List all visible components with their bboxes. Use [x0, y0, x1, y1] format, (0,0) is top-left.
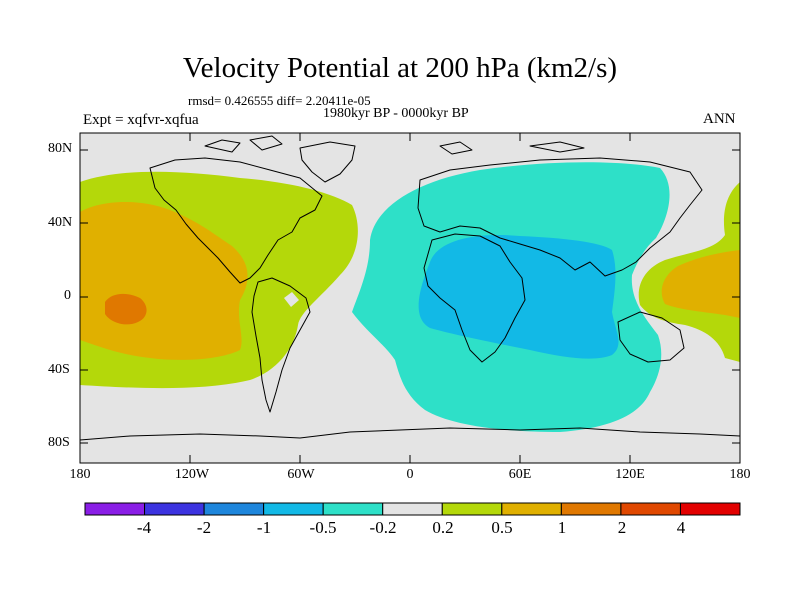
map-title: Velocity Potential at 200 hPa (km2/s) [182, 52, 618, 84]
lat-label-80s: 80S [48, 435, 70, 450]
lat-label-80n: 80N [48, 141, 73, 156]
lon-label-60e: 60E [508, 467, 532, 482]
colorbar-swatch [263, 502, 324, 516]
colorbar-label: -1 [256, 518, 272, 537]
australia-outline [617, 311, 685, 363]
map-field [80, 133, 740, 463]
pacific-peak-region [105, 293, 147, 325]
lat-label-0: 0 [64, 288, 71, 303]
arctic-islands-outline [204, 135, 585, 155]
atlantic-neutral-spot [284, 292, 299, 307]
colorbar-label: -0.2 [369, 518, 397, 537]
north-america-outline [149, 157, 323, 284]
lon-label-120w: 120W [174, 467, 210, 482]
colorbar-label: -0.5 [309, 518, 337, 537]
south-america-outline [251, 277, 311, 413]
lon-label-120e: 120E [615, 467, 645, 482]
lon-label-180w: 180 [69, 467, 91, 482]
colorbar-swatch [620, 502, 681, 516]
colorbar-label: 4 [676, 518, 686, 537]
colorbar-swatch [144, 502, 205, 516]
lat-label-40n: 40N [48, 215, 73, 230]
colorbar-swatch [560, 502, 622, 516]
greenland-outline [299, 141, 356, 183]
colorbar-label: 2 [617, 518, 627, 537]
west-pacific-strong-positive-region [661, 250, 740, 318]
stats-label: rmsd= 0.426555 diff= 2.20411e-05 [188, 93, 371, 108]
season-label: ANN [703, 111, 736, 127]
colorbar-label: 0.5 [491, 518, 513, 537]
colorbar-label: 1 [557, 518, 567, 537]
colorbar-swatch [322, 502, 384, 516]
colorbar-swatch [679, 502, 741, 516]
period-label: 1980kyr BP - 0000kyr BP [323, 106, 469, 121]
lon-label-180e: 180 [729, 467, 751, 482]
experiment-label: Expt = xqfvr-xqfua [83, 112, 199, 128]
colorbar [84, 502, 741, 516]
colorbar-swatch [203, 502, 265, 516]
coastlines [80, 135, 740, 441]
map-frame [79, 132, 741, 464]
colorbar-label: 0.2 [432, 518, 454, 537]
colorbar-swatch [501, 502, 562, 516]
lon-label-60w: 60W [287, 467, 315, 482]
lat-label-40s: 40S [48, 362, 70, 377]
eastern-strong-negative-region [418, 235, 619, 359]
colorbar-label: -4 [136, 518, 152, 537]
antarctica-outline [80, 427, 740, 441]
colorbar-swatch [84, 502, 146, 516]
africa-outline-shape [423, 233, 526, 363]
lon-label-0: 0 [406, 467, 414, 482]
colorbar-swatch [441, 502, 503, 516]
colorbar-swatch [382, 502, 443, 516]
colorbar-label: -2 [196, 518, 212, 537]
europe-asia-outline [417, 157, 703, 277]
